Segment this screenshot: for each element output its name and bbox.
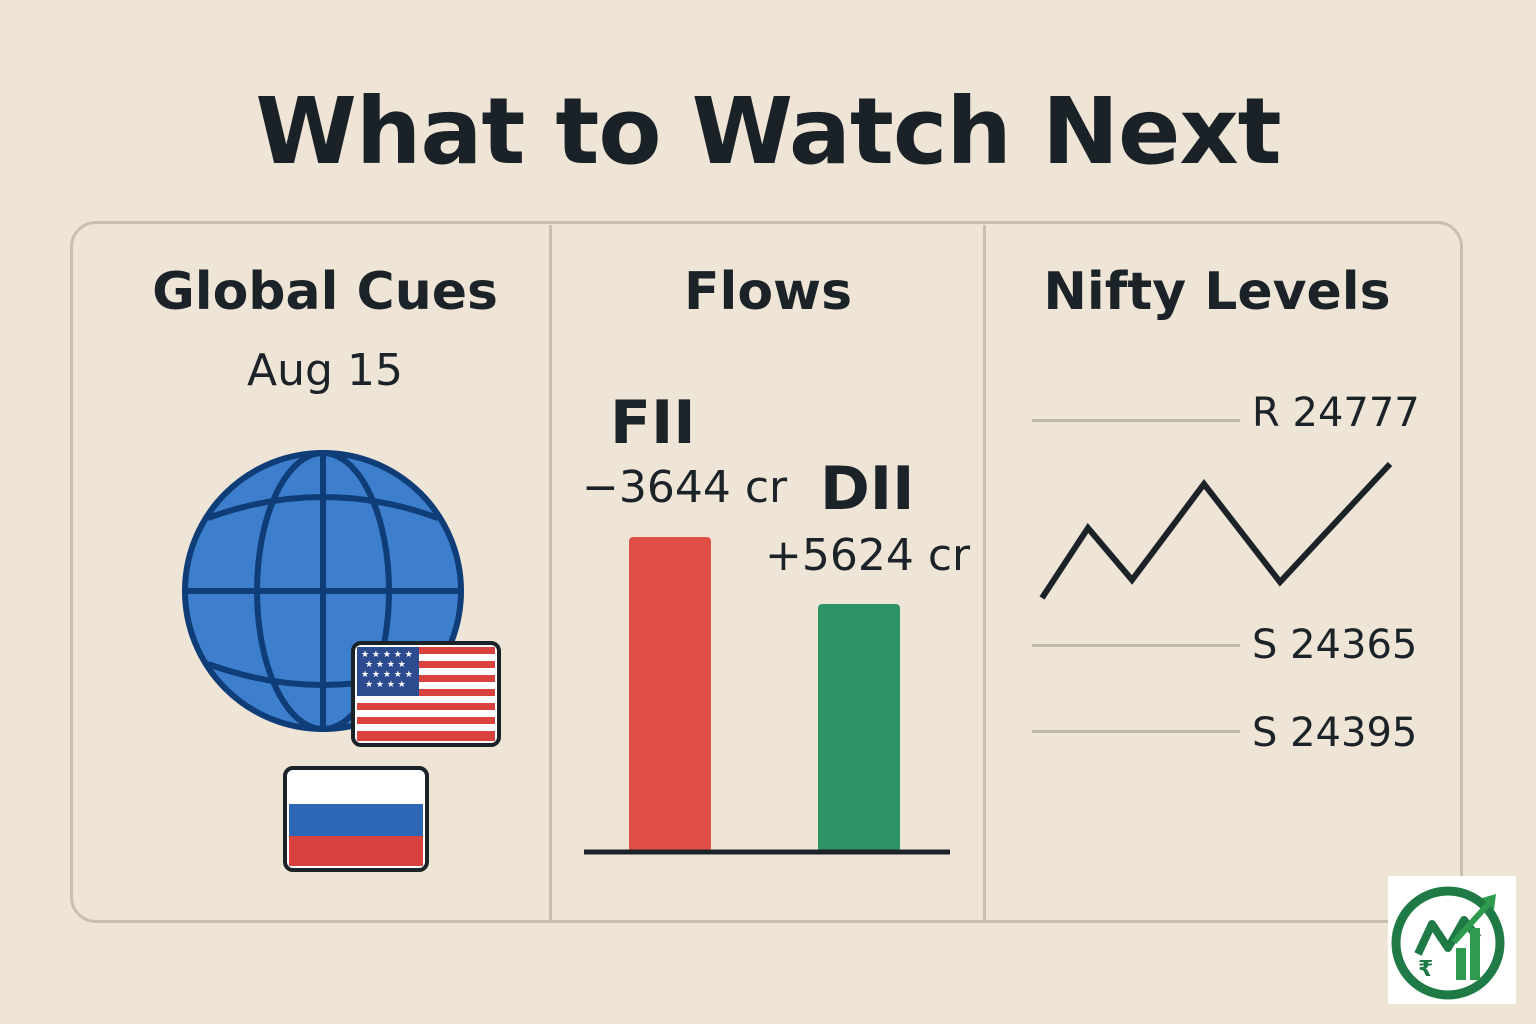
- support-level-2: S 24395: [1252, 710, 1418, 756]
- nifty-trend-line: [1039, 461, 1393, 600]
- brand-logo-icon: ₹: [1391, 886, 1505, 1000]
- dii-value: +5624 cr: [765, 530, 971, 581]
- flows-heading: Flows: [683, 262, 853, 322]
- page-title: What to Watch Next: [255, 78, 1281, 185]
- svg-text:★ ★ ★ ★ ★: ★ ★ ★ ★ ★: [361, 670, 413, 680]
- flows-bar-chart: [584, 537, 950, 855]
- column-divider: [983, 225, 986, 923]
- support-line-2: [1032, 730, 1240, 733]
- nifty-levels-heading: Nifty Levels: [1043, 262, 1391, 322]
- dii-bar: [818, 604, 900, 852]
- svg-text:★ ★ ★ ★: ★ ★ ★ ★: [365, 660, 406, 670]
- brand-logo: ₹: [1388, 876, 1516, 1004]
- svg-text:★ ★ ★ ★: ★ ★ ★ ★: [365, 680, 406, 690]
- svg-text:★ ★ ★ ★ ★: ★ ★ ★ ★ ★: [361, 650, 413, 660]
- support-line-1: [1032, 644, 1240, 647]
- resistance-level: R 24777: [1252, 390, 1420, 436]
- global-cues-date: Aug 15: [247, 345, 403, 396]
- resistance-line: [1032, 419, 1240, 422]
- dii-label: DII: [820, 454, 915, 524]
- svg-text:₹: ₹: [1418, 957, 1433, 982]
- global-cues-heading: Global Cues: [152, 262, 498, 322]
- fii-label: FII: [610, 388, 696, 458]
- support-level-1: S 24365: [1252, 622, 1418, 668]
- info-panel: [70, 221, 1463, 923]
- fii-value: −3644 cr: [582, 462, 788, 513]
- us-flag-icon: ★ ★ ★ ★ ★ ★ ★ ★ ★ ★ ★ ★ ★ ★ ★ ★ ★ ★: [351, 641, 501, 747]
- column-divider: [549, 225, 552, 923]
- russia-flag-icon: [283, 766, 429, 872]
- fii-bar: [629, 537, 711, 852]
